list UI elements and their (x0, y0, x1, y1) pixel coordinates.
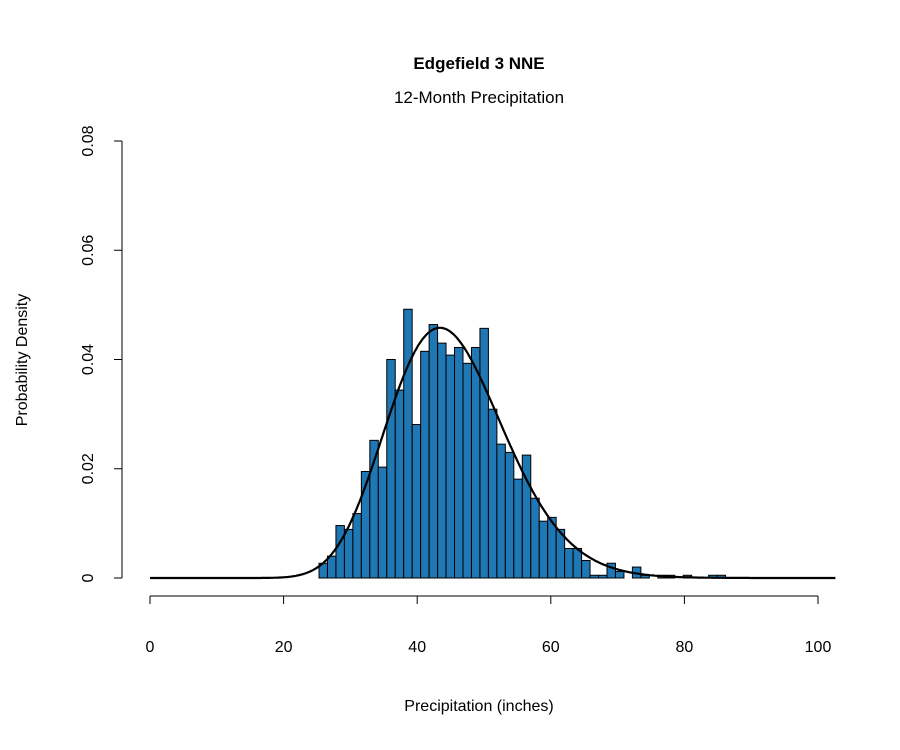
x-tick-label: 40 (408, 639, 426, 656)
y-axis-label: Probability Density (14, 294, 31, 427)
axes-group: 0 20 40 60 80 100 0 0.02 0.04 0.06 0.08 (80, 125, 831, 656)
histogram-bar (530, 497, 540, 579)
histogram-bar (437, 342, 447, 579)
histogram-bar (496, 443, 506, 579)
x-tick-label: 20 (275, 639, 293, 656)
y-tick-label: 0.06 (80, 235, 97, 266)
x-tick-label: 80 (676, 639, 694, 656)
histogram-bar (377, 466, 388, 579)
histogram-bar (394, 389, 405, 579)
histogram-bar (445, 354, 456, 579)
histogram-bar (326, 555, 337, 579)
histogram-bar (352, 513, 362, 579)
y-tick-label: 0 (80, 573, 97, 582)
y-tick-label: 0.04 (80, 344, 97, 375)
x-tick-label: 60 (542, 639, 560, 656)
chart-title: Edgefield 3 NNE (413, 54, 544, 73)
histogram-bar (572, 548, 583, 579)
histogram-bar (479, 327, 489, 579)
histogram-bar (411, 424, 422, 579)
y-tick-label: 0.02 (80, 453, 97, 484)
x-tick-label: 0 (146, 639, 155, 656)
x-axis-label: Precipitation (inches) (404, 698, 553, 715)
histogram-bar (470, 346, 481, 579)
histogram-bar (428, 324, 439, 579)
histogram-bar (538, 520, 549, 579)
histogram-bar (386, 359, 396, 579)
histogram-bar (335, 525, 345, 579)
histogram-bar (581, 560, 591, 579)
histogram-bar (462, 362, 472, 579)
histogram-bar (403, 308, 413, 579)
histogram-bar (420, 350, 430, 579)
bars-group (318, 308, 727, 579)
histogram-bar (564, 548, 574, 579)
histogram-bar (513, 478, 523, 579)
histogram-bar (614, 570, 625, 579)
histogram-bar (343, 528, 354, 579)
histogram-bar (487, 408, 498, 579)
histogram-bar (598, 574, 608, 579)
y-tick-label: 0.08 (80, 125, 97, 156)
x-tick-label: 100 (805, 639, 832, 656)
histogram-bar (454, 346, 464, 579)
histogram-bar (606, 562, 616, 579)
chart-subtitle: 12-Month Precipitation (394, 88, 564, 107)
histogram-bar (589, 574, 600, 579)
fitted-density-curve (150, 326, 836, 580)
histogram-bar (504, 451, 515, 579)
